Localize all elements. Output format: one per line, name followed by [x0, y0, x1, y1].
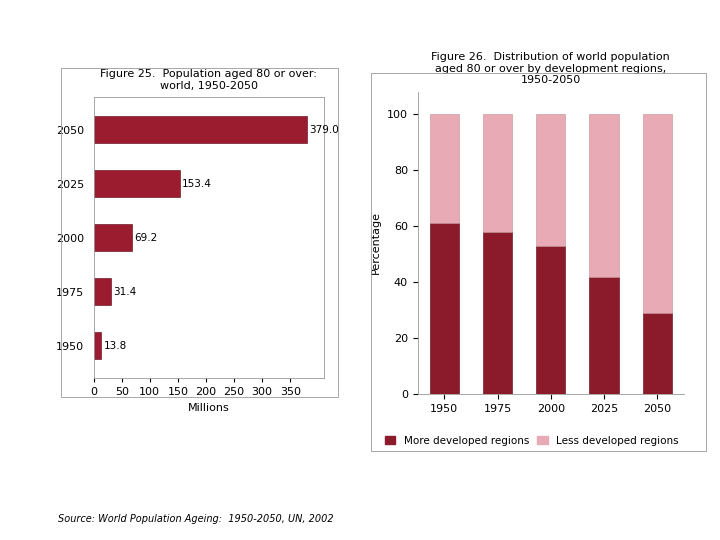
Bar [536, 246, 565, 394]
Bar [643, 313, 672, 394]
Bar [94, 278, 112, 305]
Bar [430, 224, 459, 394]
Bar [590, 276, 618, 394]
Y-axis label: Percentage: Percentage [372, 212, 382, 274]
Text: 379.0: 379.0 [309, 125, 338, 134]
Bar [483, 114, 512, 232]
Text: Source: World Population Ageing:  1950-2050, UN, 2002: Source: World Population Ageing: 1950-20… [58, 514, 333, 524]
Text: 13.8: 13.8 [104, 341, 127, 350]
Bar [590, 114, 618, 276]
X-axis label: Millions: Millions [188, 403, 230, 413]
Bar [94, 224, 132, 251]
Text: 153.4: 153.4 [182, 179, 212, 188]
Legend: More developed regions, Less developed regions: More developed regions, Less developed r… [385, 436, 679, 446]
Bar [94, 170, 180, 197]
Title: Figure 26.  Distribution of world population
aged 80 or over by development regi: Figure 26. Distribution of world populat… [431, 52, 670, 85]
Bar [94, 116, 307, 143]
Bar [94, 332, 102, 359]
Title: Figure 25.  Population aged 80 or over:
world, 1950-2050: Figure 25. Population aged 80 or over: w… [100, 69, 318, 91]
Bar [483, 232, 512, 394]
Bar [536, 114, 565, 246]
Bar [643, 114, 672, 313]
Bar [430, 114, 459, 224]
Text: 69.2: 69.2 [135, 233, 158, 242]
Text: 31.4: 31.4 [114, 287, 137, 296]
